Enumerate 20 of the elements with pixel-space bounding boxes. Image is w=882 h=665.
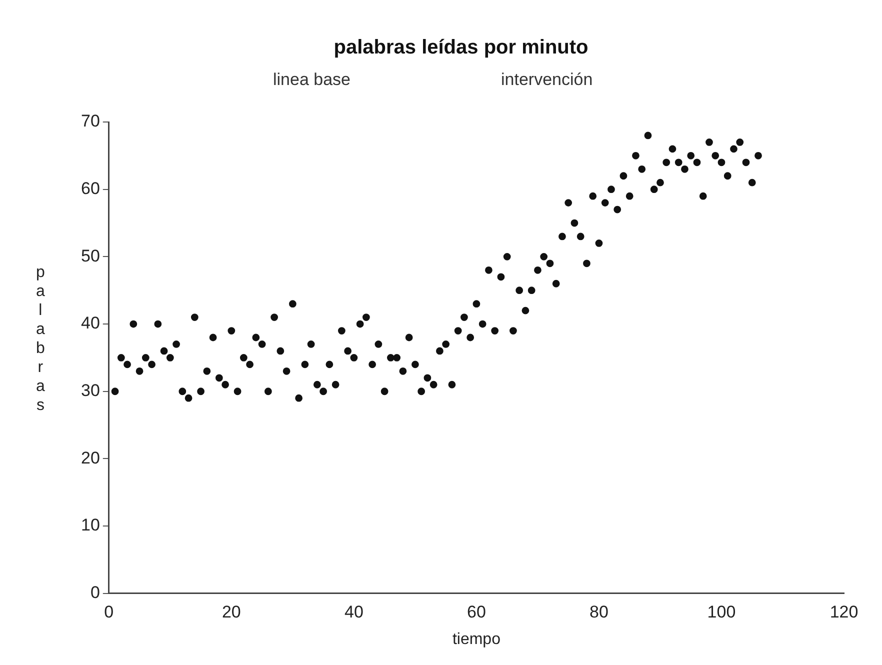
- y-axis-title: palabras: [36, 263, 45, 415]
- x-tick-label: 120: [830, 602, 858, 622]
- x-tick-label: 60: [466, 602, 486, 622]
- y-tick-label: 30: [80, 381, 100, 400]
- text: intervención: [501, 70, 593, 90]
- chart-title: palabras leídas por minuto: [334, 36, 588, 59]
- y-tick-label: 50: [80, 246, 100, 266]
- y-tick-label: 20: [80, 448, 100, 468]
- x-tick-label: 40: [344, 602, 364, 622]
- y-tick-label: 70: [80, 112, 100, 131]
- y-tick-label: 10: [80, 516, 100, 535]
- x-tick-label: 80: [590, 602, 608, 622]
- y-tick-label: 60: [80, 179, 100, 198]
- y-tick-label: 0: [90, 583, 100, 602]
- text: linea base: [273, 70, 351, 90]
- x-tick-label: 20: [222, 602, 241, 622]
- y-tick-label: 40: [80, 314, 100, 333]
- x-axis-title: tiempo: [452, 630, 501, 648]
- x-tick-label: 100: [707, 602, 736, 622]
- x-tick-label: 0: [104, 602, 114, 622]
